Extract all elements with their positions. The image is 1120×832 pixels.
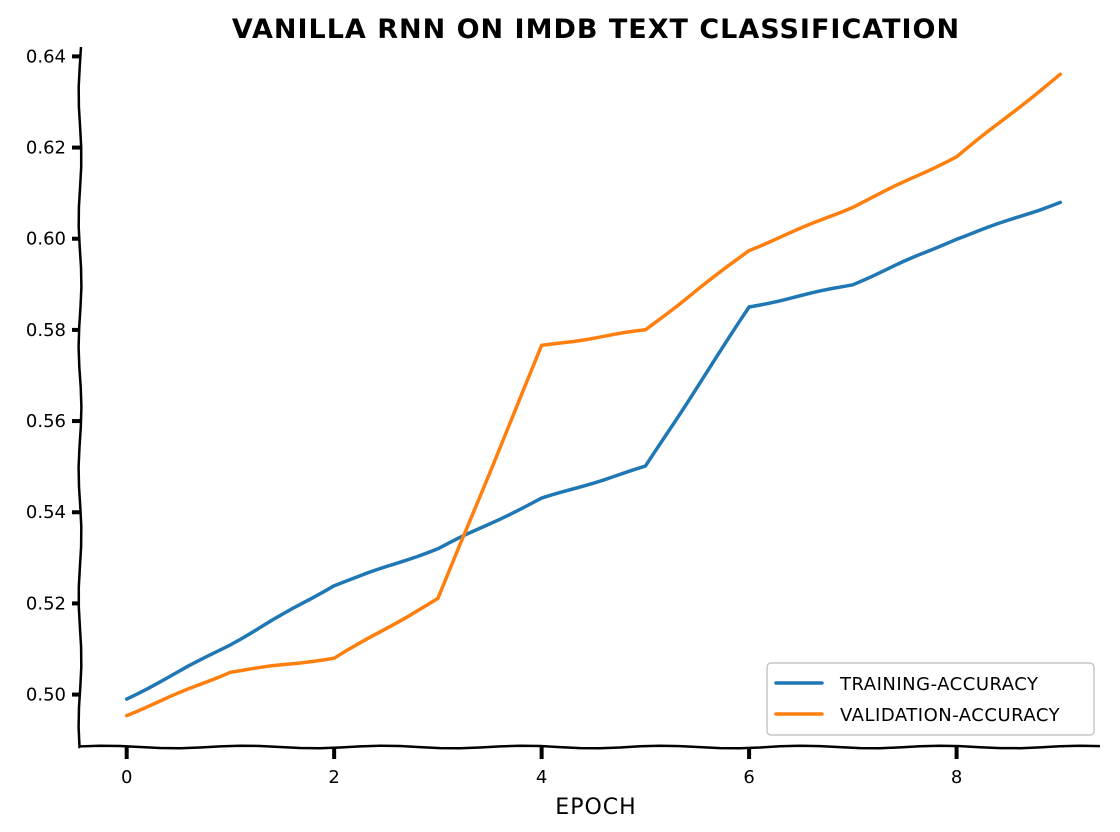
series-line-validation-accuracy: [124, 72, 1063, 718]
x-axis-label: EPOCH: [555, 795, 636, 820]
y-axis-ticks: 0.50 0.52 0.54 0.56 0.58 0.60 0.62 0.64: [26, 46, 80, 706]
y-tick-label: 0.58: [26, 320, 66, 341]
x-axis-line: [78, 744, 1101, 750]
y-tick-label: 0.62: [26, 138, 66, 159]
y-tick-label: 0.64: [26, 46, 66, 67]
x-tick-label: 8: [951, 767, 962, 788]
series-line-training-accuracy: [124, 200, 1063, 701]
legend: TRAINING-ACCURACY VALIDATION-ACCURACY: [766, 662, 1095, 736]
y-tick-label: 0.50: [26, 685, 66, 706]
x-tick-label: 2: [328, 767, 339, 788]
series-layer: [124, 72, 1063, 718]
y-tick-label: 0.60: [26, 229, 66, 250]
x-tick-label: 6: [743, 767, 754, 788]
y-tick-label: 0.56: [26, 411, 66, 432]
y-tick-label: 0.52: [26, 593, 66, 614]
legend-box: [766, 662, 1095, 736]
chart-title: VANILLA RNN ON IMDB TEXT CLASSIFICATION: [232, 14, 960, 45]
y-axis-line: [77, 46, 83, 749]
x-tick-label: 4: [536, 767, 547, 788]
legend-label-training: TRAINING-ACCURACY: [839, 674, 1039, 695]
x-tick-label: 0: [121, 767, 132, 788]
legend-label-validation: VALIDATION-ACCURACY: [840, 705, 1061, 726]
x-axis-ticks: 0 2 4 6 8: [121, 747, 962, 788]
y-tick-label: 0.54: [26, 502, 66, 523]
